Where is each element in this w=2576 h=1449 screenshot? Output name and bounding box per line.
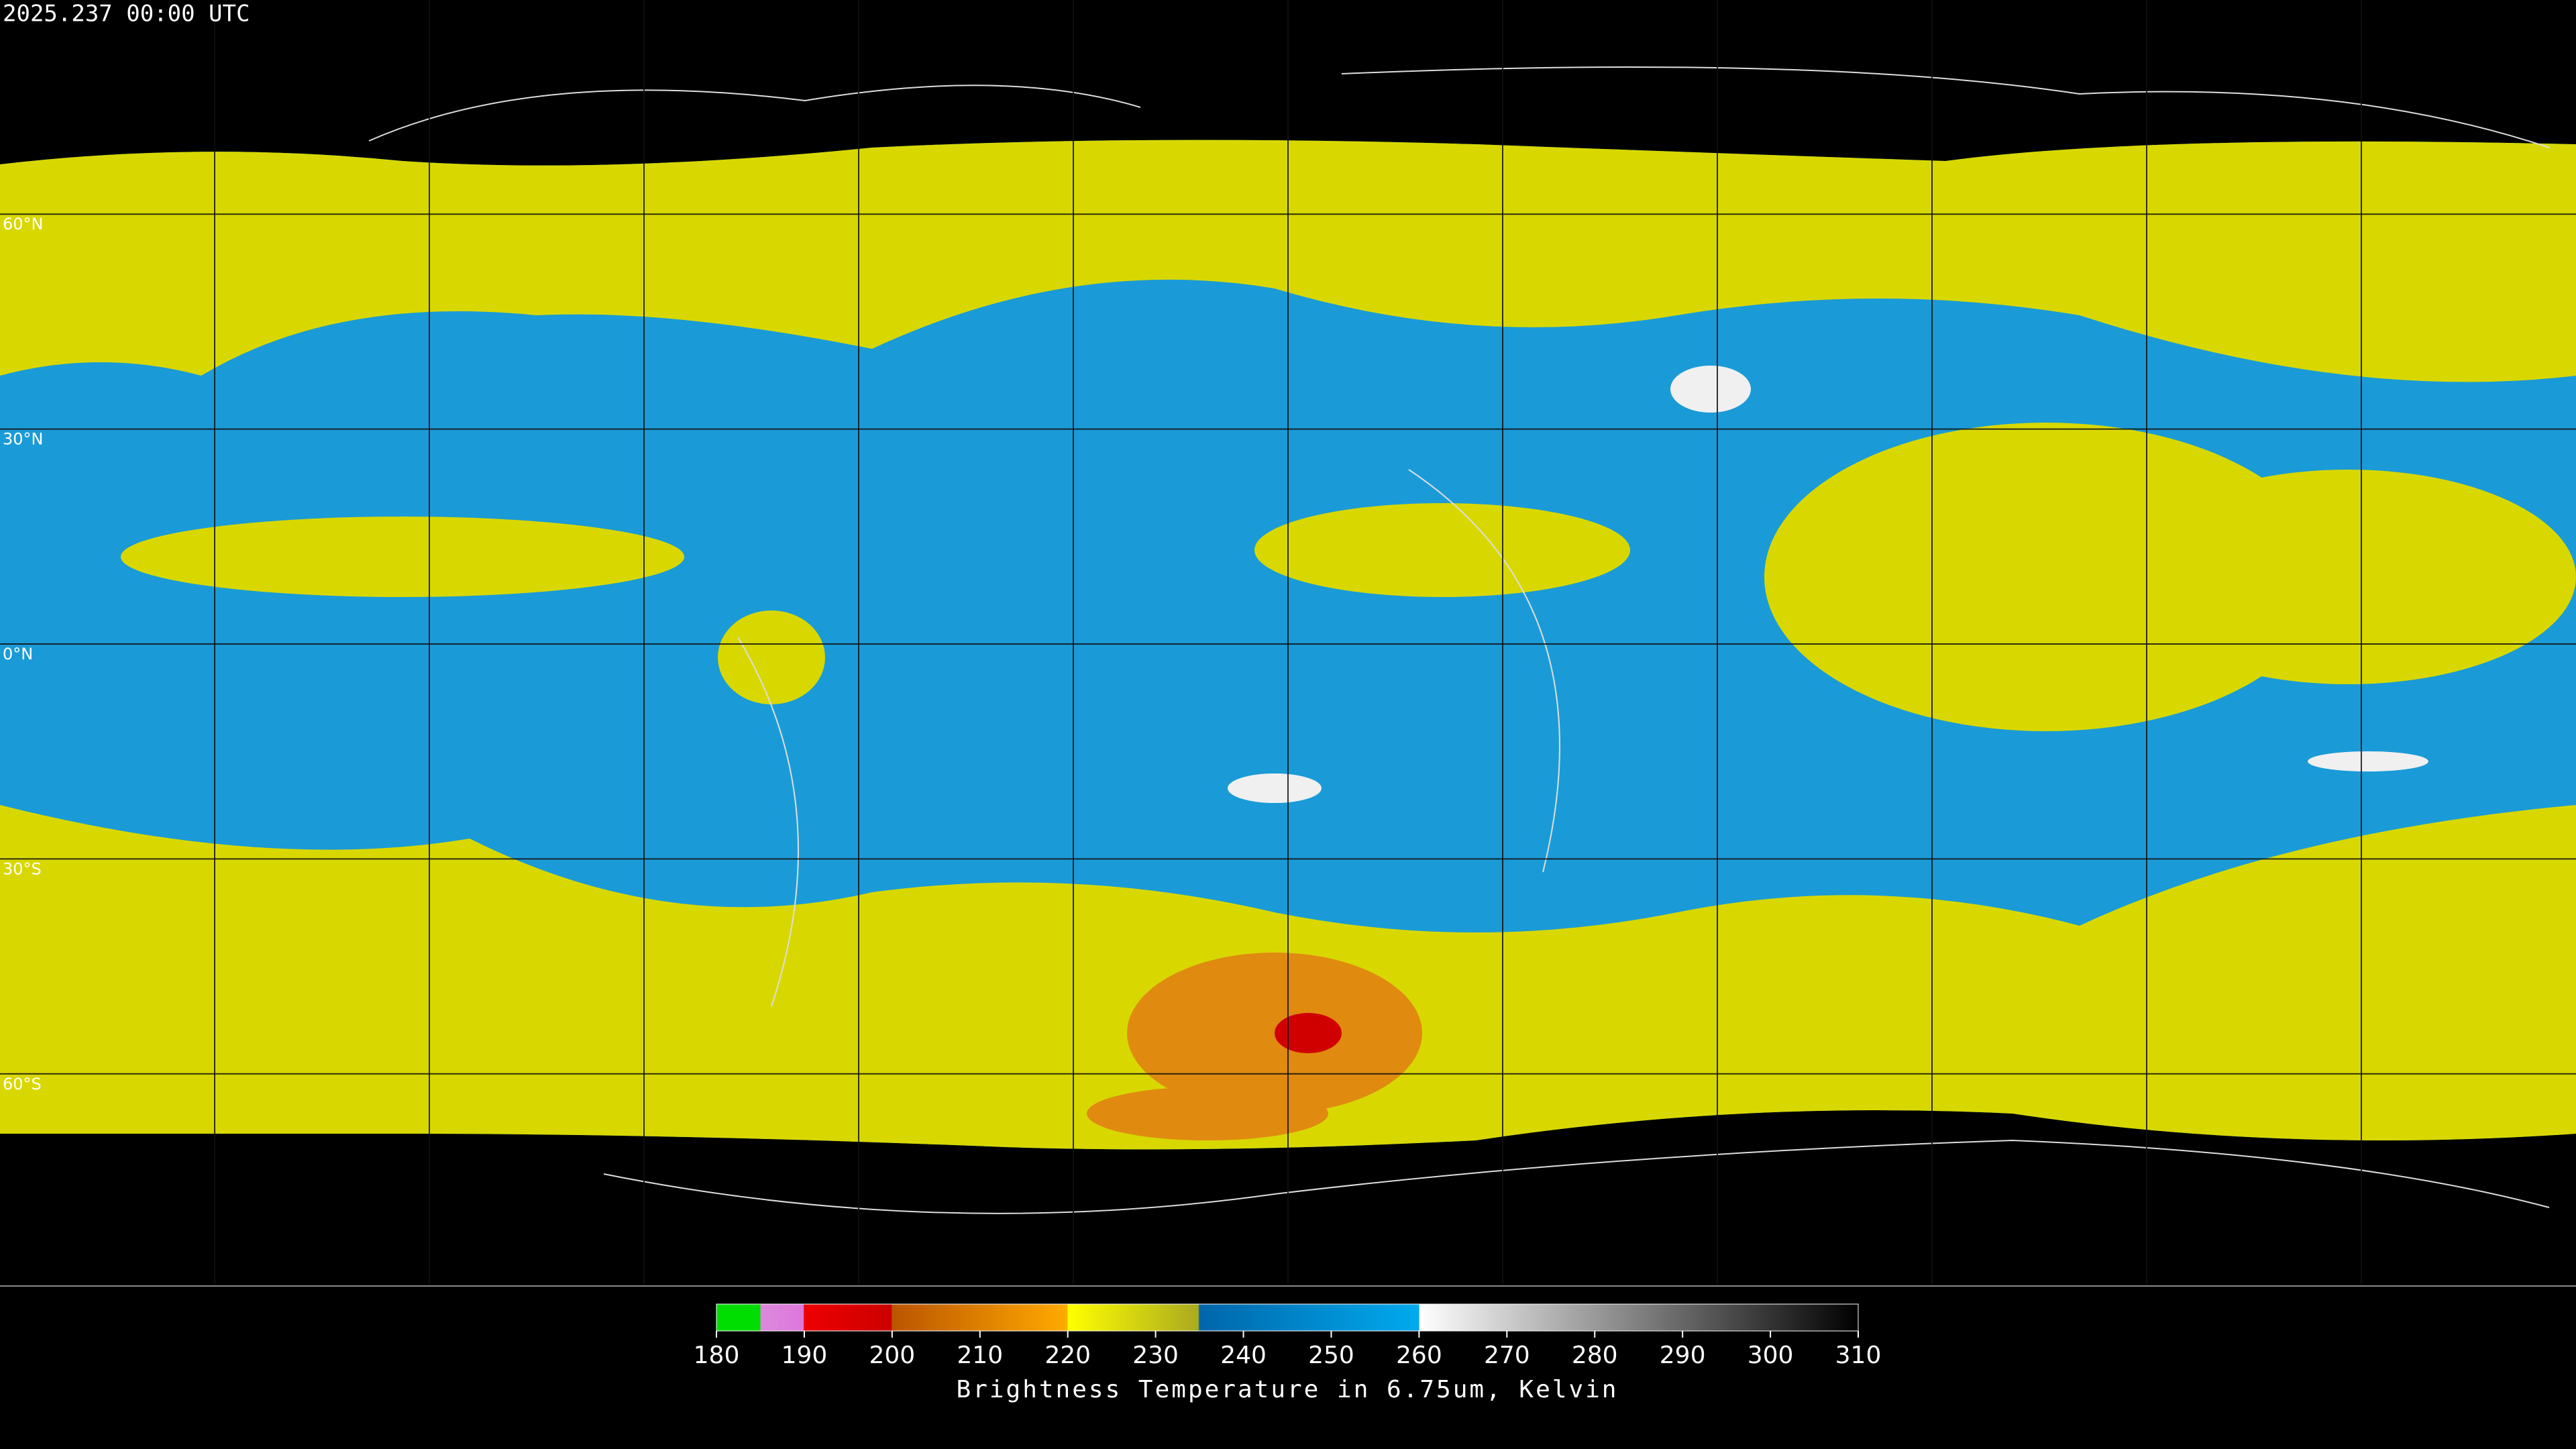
latitude-label: 0°N xyxy=(3,645,33,663)
colorbar-tick-label: 300 xyxy=(1748,1342,1794,1369)
colorbar-tick-label: 310 xyxy=(1835,1342,1882,1369)
colorbar-tick-label: 260 xyxy=(1396,1342,1442,1369)
colorbar-tick-label: 240 xyxy=(1220,1342,1267,1369)
latitude-label: 30°N xyxy=(3,430,44,449)
timestamp: 2025.237 00:00 UTC xyxy=(3,1,250,28)
colorbar-tick-label: 180 xyxy=(694,1342,740,1369)
latitude-label: 60°S xyxy=(3,1075,42,1093)
colorbar-tick-label: 270 xyxy=(1484,1342,1530,1369)
colorbar-tick-label: 190 xyxy=(782,1342,828,1369)
latitude-label: 60°N xyxy=(3,215,44,233)
colorbar-tick-label: 230 xyxy=(1132,1342,1179,1369)
colorbar-caption: Brightness Temperature in 6.75um, Kelvin xyxy=(957,1376,1619,1403)
colorbar-tick-label: 210 xyxy=(957,1342,1003,1369)
colorbar-tick-label: 220 xyxy=(1044,1342,1091,1369)
latitude-label: 30°S xyxy=(3,859,42,878)
colorbar xyxy=(716,1303,1859,1332)
colorbar-tick-label: 290 xyxy=(1660,1342,1706,1369)
colorbar-tick-label: 200 xyxy=(869,1342,915,1369)
colorbar-tick-label: 280 xyxy=(1572,1342,1618,1369)
colorbar-tick-label: 250 xyxy=(1308,1342,1354,1369)
